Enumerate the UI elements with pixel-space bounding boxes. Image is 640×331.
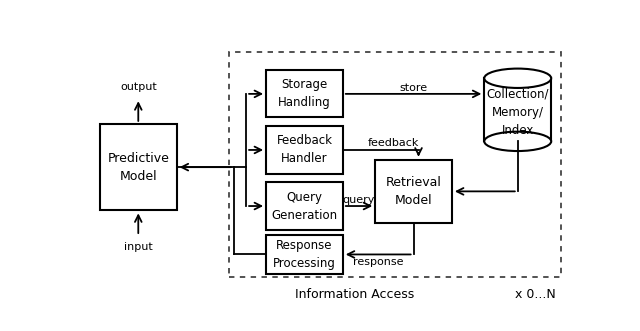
Bar: [375, 160, 452, 223]
Text: store: store: [399, 82, 428, 92]
Text: Retrieval
Model: Retrieval Model: [386, 176, 442, 207]
Text: output: output: [120, 82, 157, 92]
Bar: [229, 53, 561, 277]
Text: query: query: [343, 195, 375, 205]
Bar: [266, 182, 343, 230]
Ellipse shape: [484, 69, 551, 88]
Text: Information Access: Information Access: [296, 288, 415, 301]
Text: input: input: [124, 242, 153, 253]
Text: Feedback
Handler: Feedback Handler: [276, 134, 332, 166]
Text: Query
Generation: Query Generation: [271, 191, 337, 221]
Text: Storage
Handling: Storage Handling: [278, 78, 331, 109]
Text: Predictive
Model: Predictive Model: [108, 152, 169, 183]
Bar: [266, 235, 343, 274]
Text: Collection/
Memory/
Index: Collection/ Memory/ Index: [486, 88, 549, 137]
Bar: [266, 126, 343, 173]
Bar: [100, 124, 177, 211]
Text: x 0...N: x 0...N: [515, 288, 556, 301]
Bar: [266, 70, 343, 118]
Bar: [484, 78, 551, 141]
Text: Response
Processing: Response Processing: [273, 239, 336, 270]
Text: feedback: feedback: [368, 138, 419, 148]
Text: response: response: [353, 257, 403, 267]
Ellipse shape: [484, 132, 551, 151]
